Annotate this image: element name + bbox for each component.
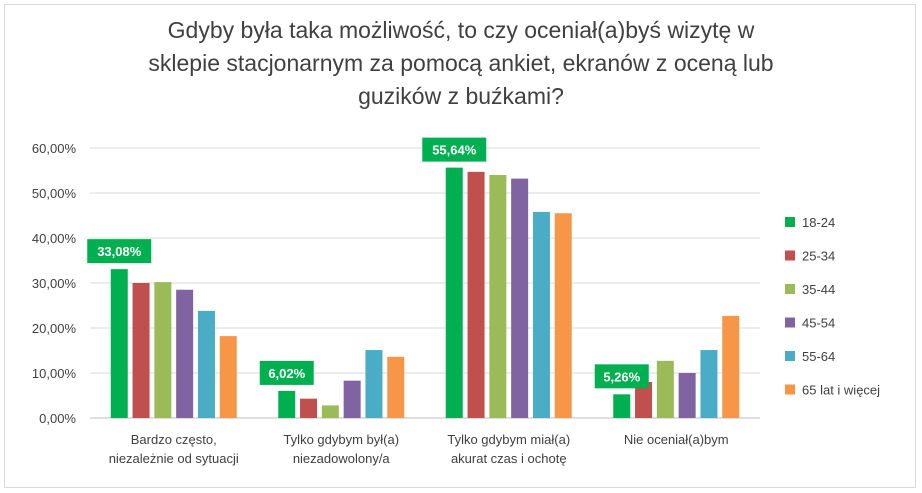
legend-swatch bbox=[785, 317, 795, 328]
bar bbox=[197, 310, 215, 418]
category-label: niezadowolony/a bbox=[293, 451, 391, 466]
legend-swatch bbox=[785, 250, 795, 261]
data-label-box bbox=[594, 364, 649, 389]
bar bbox=[300, 398, 318, 418]
data-label-box bbox=[259, 360, 314, 385]
chart-title-line-3: guzików z buźkami? bbox=[358, 83, 564, 109]
data-label-box bbox=[422, 137, 487, 162]
category-label: Tylko gdybym miał(a) bbox=[447, 432, 570, 447]
bar bbox=[554, 213, 572, 418]
legend-label: 55-64 bbox=[802, 349, 835, 364]
bar bbox=[343, 380, 361, 418]
bar bbox=[154, 282, 172, 418]
legend-swatch bbox=[785, 351, 795, 361]
bar bbox=[678, 373, 696, 418]
chart-title: Gdyby była taka możliwość, to czy ocenia… bbox=[0, 14, 922, 113]
bar bbox=[110, 269, 128, 418]
y-tick-label: 0,00% bbox=[39, 411, 76, 426]
bar bbox=[219, 336, 237, 418]
chart-title-line-1: Gdyby była taka możliwość, to czy ocenia… bbox=[167, 17, 755, 43]
legend-swatch bbox=[785, 284, 795, 294]
data-label: 55,64% bbox=[432, 143, 477, 158]
category-label: Nie oceniał(a)bym bbox=[624, 432, 729, 447]
bar bbox=[700, 350, 718, 418]
y-tick-label: 30,00% bbox=[32, 276, 77, 291]
bar bbox=[511, 178, 529, 418]
category-label: niezależnie od sytuacji bbox=[109, 451, 239, 466]
legend-label: 45-54 bbox=[802, 316, 835, 331]
bar bbox=[176, 289, 194, 418]
chart-title-line-2: sklepie stacjonarnym za pomocą ankiet, e… bbox=[148, 50, 774, 76]
bar bbox=[656, 360, 674, 418]
y-tick-label: 50,00% bbox=[32, 186, 77, 201]
legend-swatch bbox=[785, 384, 795, 395]
legend-label: 18-24 bbox=[802, 215, 835, 230]
y-tick-label: 10,00% bbox=[32, 366, 77, 381]
legend-swatch bbox=[785, 217, 795, 227]
y-tick-label: 60,00% bbox=[32, 141, 77, 156]
y-tick-label: 40,00% bbox=[32, 231, 77, 246]
bar bbox=[132, 283, 150, 418]
bar bbox=[467, 171, 485, 418]
data-label: 5,26% bbox=[603, 369, 640, 384]
data-label: 6,02% bbox=[268, 366, 305, 381]
legend-label: 35-44 bbox=[802, 282, 835, 297]
category-label: akurat czas i ochotę bbox=[451, 451, 567, 466]
bar bbox=[445, 167, 463, 418]
legend-label: 65 lat i więcej bbox=[802, 383, 880, 398]
bar bbox=[321, 405, 339, 418]
bar bbox=[532, 211, 550, 418]
data-label: 33,08% bbox=[97, 244, 142, 259]
y-tick-label: 20,00% bbox=[32, 321, 77, 336]
bar bbox=[489, 175, 507, 418]
legend-label: 25-34 bbox=[802, 249, 835, 264]
bar bbox=[365, 350, 383, 418]
bar bbox=[722, 315, 740, 418]
bar bbox=[635, 382, 653, 418]
bar bbox=[613, 394, 631, 418]
category-label: Bardzo często, bbox=[131, 432, 217, 447]
category-label: Tylko gdybym był(a) bbox=[283, 432, 399, 447]
data-label-box bbox=[87, 239, 152, 264]
bar bbox=[278, 390, 296, 418]
bar bbox=[387, 356, 405, 418]
